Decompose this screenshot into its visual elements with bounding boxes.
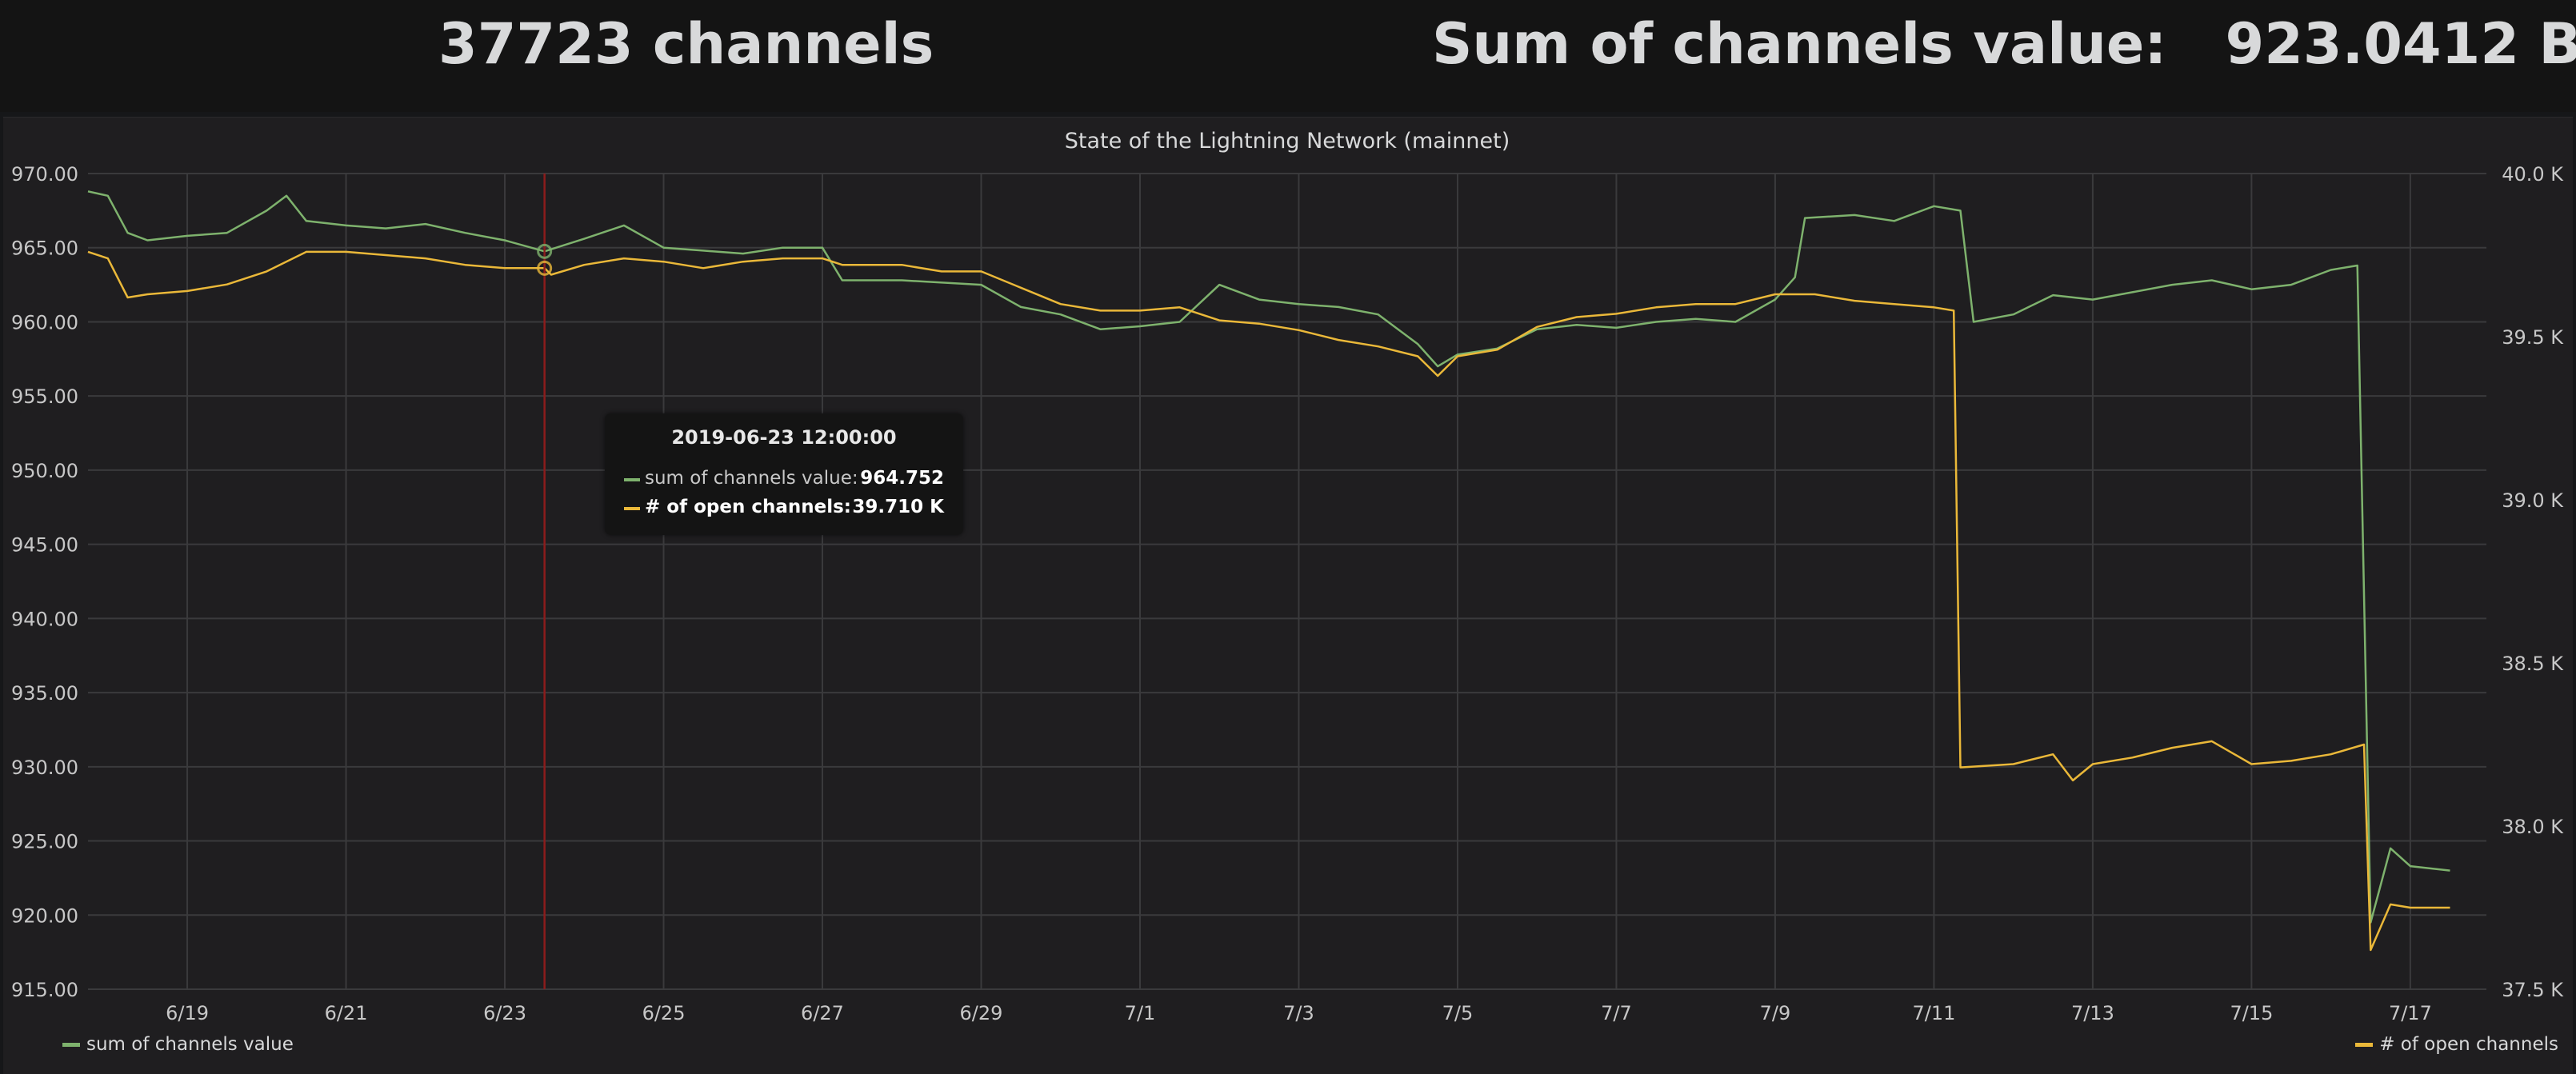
x-tick-label: 7/15 (2230, 1002, 2273, 1024)
x-tick-label: 6/19 (166, 1002, 209, 1024)
line-chart[interactable]: State of the Lightning Network (mainnet)… (3, 118, 2573, 1074)
x-tick-label: 6/27 (801, 1002, 844, 1024)
tooltip-row-sum: sum of channels value: 964.752 (624, 466, 944, 493)
sum-value: 923.0412 BTC (2226, 11, 2576, 77)
x-tick-label: 7/9 (1760, 1002, 1791, 1024)
y-left-tick-label: 965.00 (11, 238, 78, 260)
y-right-tick-label: 39.5 K (2502, 326, 2564, 349)
y-right-tick-label: 37.5 K (2502, 979, 2564, 1001)
legend-item-channels[interactable]: # of open channels (2355, 1034, 2558, 1055)
x-tick-label: 6/25 (642, 1002, 686, 1024)
y-left-tick-label: 915.00 (11, 979, 78, 1001)
tooltip-value-sum: 964.752 (860, 468, 944, 489)
y-left-tick-label: 935.00 (11, 682, 78, 705)
y-left-tick-label: 950.00 (11, 460, 78, 482)
y-right-tick-label: 40.0 K (2502, 163, 2564, 186)
x-tick-label: 6/23 (483, 1002, 526, 1024)
tooltip-row-channels: # of open channels: 39.710 K (624, 495, 944, 522)
y-left-tick-label: 960.00 (11, 311, 78, 333)
chart-title: State of the Lightning Network (mainnet) (1065, 129, 1510, 154)
y-left-tick-label: 925.00 (11, 831, 78, 853)
x-tick-label: 7/5 (1442, 1002, 1474, 1024)
graph-panel[interactable]: State of the Lightning Network (mainnet)… (3, 117, 2573, 1074)
legend-item-sum[interactable]: sum of channels value (62, 1034, 294, 1055)
y-left-tick-label: 920.00 (11, 904, 78, 927)
tooltip-label-sum: sum of channels value: (645, 468, 858, 489)
x-tick-label: 6/29 (960, 1002, 1003, 1024)
y-left-tick-label: 945.00 (11, 534, 78, 557)
x-tick-label: 6/21 (325, 1002, 368, 1024)
stat-bar: 37723 channels Sum of channels value: 92… (0, 0, 2576, 112)
y-left-tick-label: 955.00 (11, 385, 78, 408)
legend-label-channels: # of open channels (2379, 1034, 2558, 1055)
y-left-tick-label: 940.00 (11, 608, 78, 630)
y-right-tick-label: 38.5 K (2502, 653, 2564, 675)
series-line-channels (88, 252, 2450, 950)
legend-swatch-sum (62, 1043, 80, 1047)
y-right-tick-label: 39.0 K (2502, 489, 2564, 512)
series-line-sum (88, 191, 2450, 922)
x-tick-label: 7/17 (2389, 1002, 2432, 1024)
tooltip-time: 2019-06-23 12:00:00 (605, 426, 963, 449)
channels-count-stat: 37723 channels (438, 11, 934, 77)
sum-label: Sum of channels value: (1432, 11, 2166, 77)
hover-tooltip: 2019-06-23 12:00:00 sum of channels valu… (605, 413, 963, 535)
y-right-tick-label: 38.0 K (2502, 816, 2564, 838)
legend-swatch-channels (2355, 1043, 2373, 1047)
tooltip-value-channels: 39.710 K (852, 497, 944, 517)
legend-label-sum: sum of channels value (86, 1034, 294, 1055)
tooltip-swatch-channels (624, 507, 640, 510)
y-left-tick-label: 930.00 (11, 757, 78, 779)
x-tick-label: 7/3 (1283, 1002, 1314, 1024)
channels-sum-stat: Sum of channels value: 923.0412 BTC (1432, 11, 2576, 77)
x-tick-label: 7/11 (1912, 1002, 1955, 1024)
tooltip-swatch-sum (624, 478, 640, 481)
x-tick-label: 7/13 (2071, 1002, 2114, 1024)
y-left-tick-label: 970.00 (11, 163, 78, 186)
x-tick-label: 7/7 (1601, 1002, 1632, 1024)
tooltip-label-channels: # of open channels: (645, 497, 851, 517)
x-tick-label: 7/1 (1125, 1002, 1156, 1024)
